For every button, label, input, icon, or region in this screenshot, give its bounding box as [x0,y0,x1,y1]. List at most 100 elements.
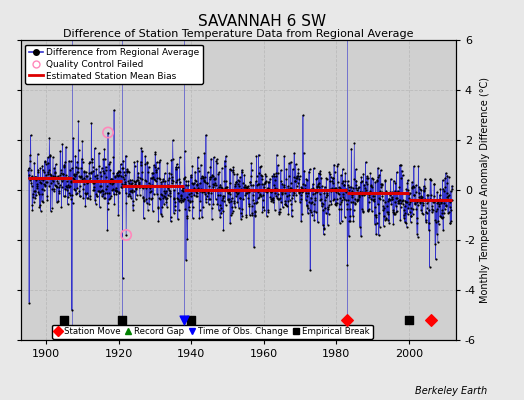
Point [228,210,236,216]
Point [43,154,52,161]
Point [433,189,441,195]
Point [246,179,254,186]
Point [271,177,279,183]
Point [288,195,297,202]
Point [388,189,396,195]
Point [319,231,328,238]
Point [374,201,382,208]
Point [438,206,446,213]
Point [226,167,235,173]
Point [169,196,178,202]
Point [248,192,257,198]
Point [115,172,124,178]
Point [386,192,395,198]
Point [276,188,285,194]
Point [107,193,115,199]
Point [240,187,248,194]
Point [190,185,199,192]
Point [353,187,361,193]
Point [396,197,404,203]
Point [253,199,261,206]
Point [439,177,447,183]
Point [67,179,75,185]
Point [336,198,345,205]
Point [101,195,109,202]
Point [189,215,197,221]
Point [83,180,91,186]
Point [47,172,55,178]
Point [66,192,74,199]
Point [422,210,431,217]
Point [194,184,203,191]
Point [50,168,59,175]
Point [448,186,456,192]
Point [104,129,112,136]
Point [67,196,75,202]
Point [124,193,133,199]
Point [28,191,37,197]
Point [405,317,413,323]
Point [154,165,162,172]
Point [133,192,141,198]
Point [118,274,127,281]
Point [79,185,87,192]
Point [159,176,167,183]
Point [142,196,150,202]
Point [47,174,56,180]
Point [332,189,341,195]
Point [125,180,134,186]
Point [409,206,417,212]
Point [293,174,301,181]
Point [25,165,33,171]
Point [241,182,249,188]
Point [138,185,147,191]
Point [254,195,262,202]
Point [259,192,268,198]
Point [430,181,439,188]
Point [254,181,262,188]
Point [117,173,125,180]
Point [325,178,334,184]
Point [339,190,347,197]
Point [210,182,219,188]
Point [159,193,168,200]
Point [258,173,266,179]
Point [28,173,36,180]
Point [182,194,191,200]
Point [242,213,250,220]
Point [80,180,88,187]
Point [169,156,177,162]
Point [311,197,319,203]
Point [357,192,366,198]
Point [335,184,343,190]
Point [336,194,344,201]
Point [62,186,71,193]
Point [167,171,176,178]
Point [382,188,390,194]
Point [274,190,282,197]
Point [235,178,243,185]
Point [243,190,252,196]
Point [380,216,389,223]
Point [367,175,376,181]
Point [253,182,261,188]
Point [193,181,201,188]
Point [26,152,34,158]
Point [416,199,424,205]
Point [245,202,253,209]
Point [199,177,208,184]
Point [325,169,333,176]
Point [65,183,73,190]
Point [443,193,451,200]
Point [219,192,227,199]
Point [363,175,371,182]
Point [237,186,245,192]
Point [149,170,157,176]
Point [256,164,264,170]
Point [343,317,351,323]
Point [129,206,137,213]
Point [71,186,79,193]
Point [117,184,125,190]
Text: SAVANNAH 6 SW: SAVANNAH 6 SW [198,14,326,29]
Point [308,199,316,205]
